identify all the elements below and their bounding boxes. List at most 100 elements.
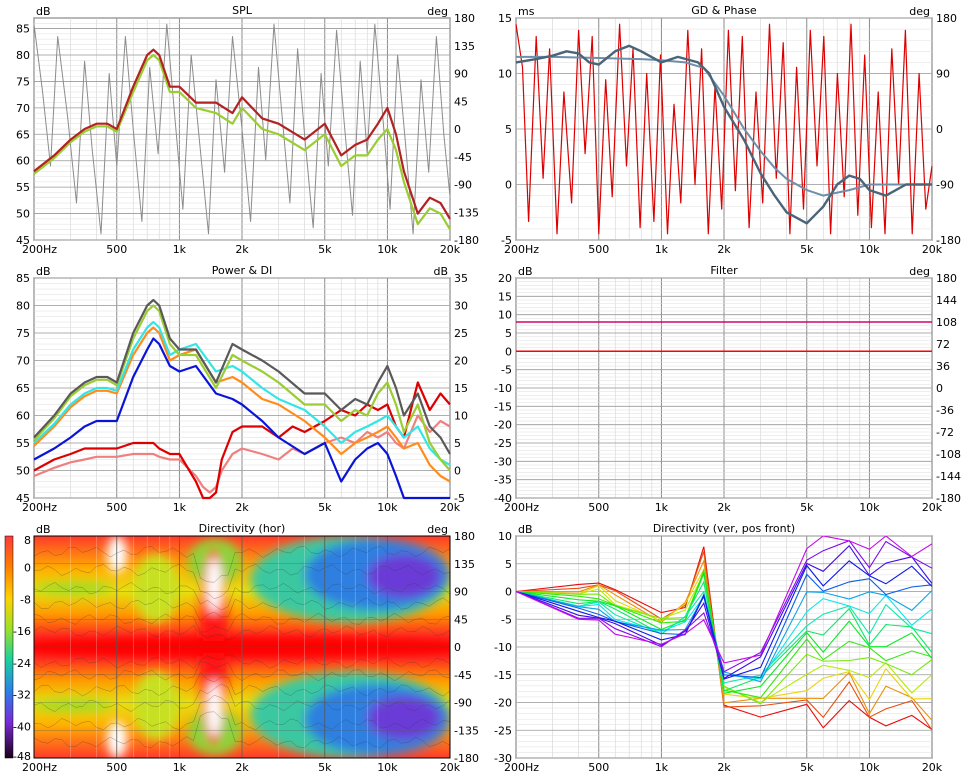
- x-tick-label: 5k: [318, 761, 332, 774]
- x-tick-label: 2k: [717, 243, 731, 256]
- y2-tick-label: 15: [454, 382, 468, 395]
- x-tick-label: 20k: [922, 243, 943, 256]
- y2-tick-label: -144: [936, 470, 961, 483]
- colorbar-gradient: [4, 535, 14, 759]
- angle-curve: [516, 580, 932, 692]
- colorbar-tick-label: -40: [13, 720, 31, 733]
- chart-5: Directivity (ver, pos front) dB 200Hz 500 1k…: [494, 522, 943, 774]
- y-tick-label: 15: [498, 12, 512, 25]
- y-tick-label: -15: [494, 400, 512, 413]
- x-tick-label: 20k: [922, 501, 943, 514]
- y-tick-label: 60: [16, 410, 30, 423]
- x-tick-label: 1k: [173, 761, 187, 774]
- colorbar-tick-label: -24: [13, 657, 31, 670]
- y2-tick-label: 0: [454, 641, 461, 654]
- grid: [515, 277, 933, 499]
- y2-tick-label: -180: [454, 752, 479, 765]
- chart-title: GD & Phase: [691, 4, 757, 17]
- listening-window-line: [33, 304, 451, 472]
- y-tick-label: 5: [505, 558, 512, 571]
- y-unit-label: dB: [518, 265, 533, 278]
- angle-curve: [516, 571, 932, 694]
- x-tick-label: 1k: [655, 761, 669, 774]
- y2-tick-label: -135: [454, 724, 479, 737]
- x-tick-label: 200Hz: [22, 501, 57, 514]
- y2-tick-label: 72: [936, 338, 950, 351]
- lm-yellow-bottom: [133, 671, 180, 740]
- x-tick-label: 10k: [859, 501, 880, 514]
- y-tick-label: -20: [494, 697, 512, 710]
- lm-yellow-top: [133, 554, 180, 623]
- heatmap-blobs: [34, 536, 450, 758]
- y-tick-label: 15: [498, 290, 512, 303]
- x-tick-label: 5k: [318, 243, 332, 256]
- x-tick-label: 500: [106, 243, 127, 256]
- y2-tick-label: 180: [936, 272, 957, 285]
- y2-tick-label: -45: [454, 151, 472, 164]
- angle-curve: [516, 544, 932, 680]
- y-tick-label: 5: [505, 327, 512, 340]
- x-tick-label: 200Hz: [504, 761, 539, 774]
- y-tick-label: 65: [16, 382, 30, 395]
- y-unit-label: dB: [36, 5, 51, 18]
- y-tick-label: 0: [505, 179, 512, 192]
- y-tick-label: 75: [16, 75, 30, 88]
- power-line: [33, 337, 450, 500]
- y-tick-label: -25: [494, 724, 512, 737]
- hf-purple-top: [367, 554, 441, 598]
- y2-tick-label: 5: [454, 437, 461, 450]
- plot-border: [33, 535, 451, 759]
- white-peak-top: [206, 557, 222, 614]
- x-tick-label: 10k: [377, 243, 398, 256]
- di-line: [33, 381, 451, 500]
- angle-curve: [516, 558, 932, 721]
- x-tick-label: 2k: [235, 761, 249, 774]
- angle-curve: [516, 546, 932, 730]
- angle-curve: [516, 567, 932, 701]
- x-tick-label: 5k: [800, 501, 814, 514]
- y2-unit-label: deg: [909, 265, 930, 278]
- x-tick-label: 10k: [377, 501, 398, 514]
- angle-curve: [516, 536, 932, 664]
- x-tick-label: 20k: [440, 501, 461, 514]
- chart-1: GD & Phase ms deg 200Hz 500 1k 2k 5k 10k 20k -5 0 5 1…: [498, 4, 961, 256]
- y2-tick-label: 144: [936, 294, 957, 307]
- group-delay-line: [515, 44, 932, 225]
- y2-tick-label: 0: [454, 465, 461, 478]
- y2-tick-label: 90: [936, 68, 950, 81]
- y-unit-label: dB: [518, 523, 533, 536]
- chart-4: Directivity (hor) dB deg 200Hz 500 1k 2k 5k 10k 2…: [4, 522, 479, 774]
- x-tick-label: 500: [106, 761, 127, 774]
- y-tick-label: -10: [494, 641, 512, 654]
- angle-curve: [516, 568, 932, 699]
- y2-tick-label: -36: [936, 404, 954, 417]
- y2-tick-label: -180: [936, 234, 961, 247]
- x-tick-label: 1k: [173, 501, 187, 514]
- y-tick-label: 65: [16, 128, 30, 141]
- angle-curve: [516, 573, 932, 679]
- x-tick-label: 20k: [922, 761, 943, 774]
- x-tick-label: 20k: [440, 761, 461, 774]
- y-tick-label: 85: [16, 272, 30, 285]
- y-tick-label: -10: [494, 382, 512, 395]
- y2-tick-label: 0: [454, 123, 461, 136]
- y2-tick-label: 30: [454, 300, 468, 313]
- y2-tick-label: 135: [454, 40, 475, 53]
- x-tick-label: 1k: [655, 501, 669, 514]
- chart-title: SPL: [232, 4, 253, 17]
- chart-title: Directivity (ver, pos front): [653, 522, 795, 535]
- y-tick-label: -5: [501, 364, 512, 377]
- y-tick-label: -35: [494, 474, 512, 487]
- y-tick-label: 55: [16, 437, 30, 450]
- y-unit-label: dB: [36, 523, 51, 536]
- y2-tick-label: -180: [454, 234, 479, 247]
- phase-line: [515, 23, 933, 235]
- y2-tick-label: -72: [936, 426, 954, 439]
- y-tick-label: 75: [16, 327, 30, 340]
- y2-tick-label: -135: [454, 206, 479, 219]
- x-tick-label: 10k: [377, 761, 398, 774]
- y2-tick-label: 0: [936, 123, 943, 136]
- y-tick-label: 0: [505, 345, 512, 358]
